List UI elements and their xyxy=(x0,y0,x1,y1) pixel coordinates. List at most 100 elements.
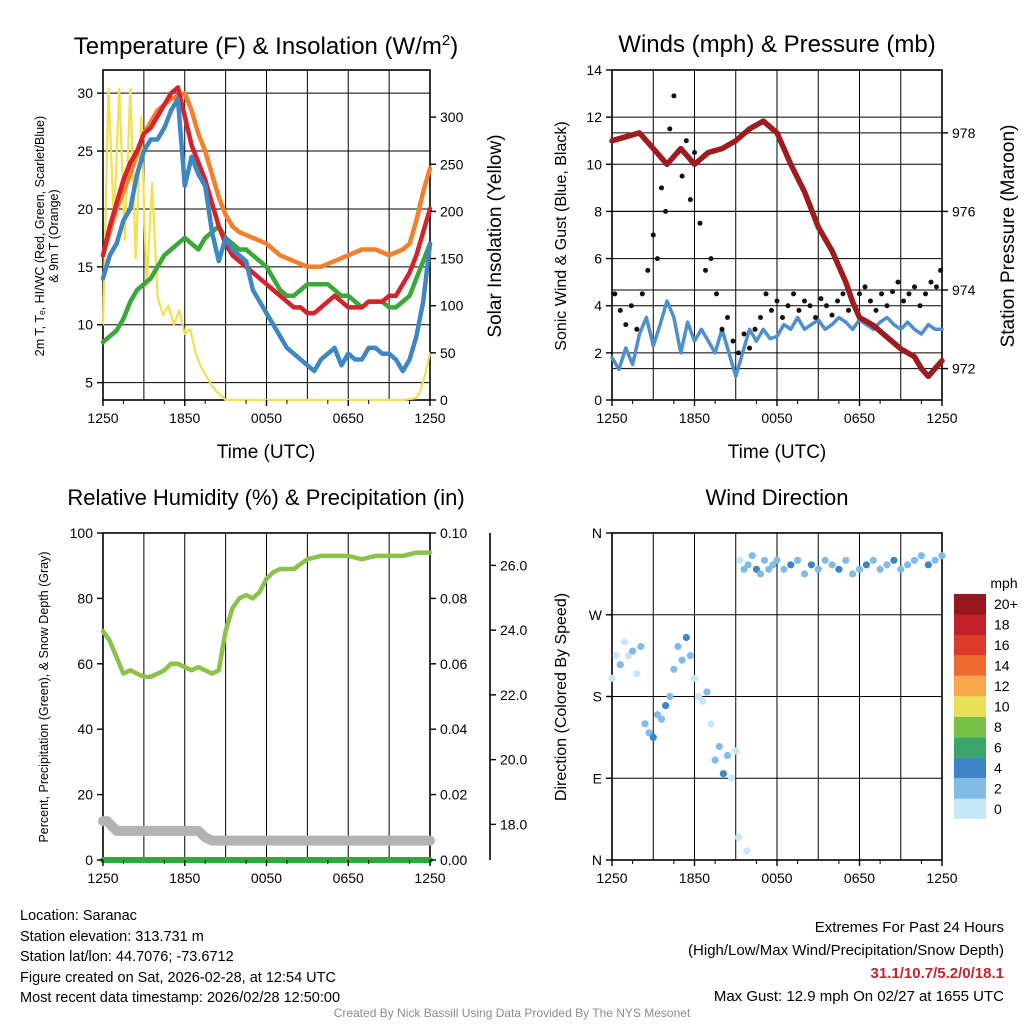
temp-panel-y2label: Solar Insolation (Yellow) xyxy=(485,134,506,337)
rh-panel-y3-tick-label: 24.0 xyxy=(500,622,527,638)
temp-panel-y-tick-label: 20 xyxy=(77,201,93,217)
wind-gust-point xyxy=(634,326,640,332)
direction-point xyxy=(904,561,912,569)
rh-panel-x-tick-label: 1850 xyxy=(169,870,200,886)
wind-gust-point xyxy=(862,284,868,290)
wind-gust-point xyxy=(818,296,824,302)
colorbar-label: 8 xyxy=(994,719,1002,735)
wind-gust-point xyxy=(623,322,629,328)
direction-point xyxy=(938,552,946,560)
wind-gust-point xyxy=(840,291,846,297)
temp-panel-y2-y-tick-label: 250 xyxy=(440,156,464,172)
direction-point xyxy=(835,565,843,573)
direction-point xyxy=(756,570,765,578)
direction-point xyxy=(773,556,781,564)
direction-point xyxy=(666,692,674,701)
wind-gust-point xyxy=(912,284,917,290)
colorbar-swatch xyxy=(954,696,986,717)
rh-panel-x-tick-label: 0650 xyxy=(333,870,364,886)
wind-gust-point xyxy=(654,256,660,262)
direction-point xyxy=(670,665,678,673)
direction-panel-y-tick-label: N xyxy=(592,852,602,868)
wind-gust-point xyxy=(663,208,669,214)
wind-gust-point xyxy=(807,303,813,309)
direction-panel-title: Wind Direction xyxy=(705,485,848,510)
temp-panel-x-tick-label: 1250 xyxy=(87,410,118,426)
colorbar-swatch xyxy=(954,655,986,676)
direction-point xyxy=(695,692,703,701)
direction-point xyxy=(752,565,761,573)
wind-gust-point xyxy=(791,291,796,297)
relative-humidity-series xyxy=(100,550,433,680)
station-pressure-series xyxy=(609,118,945,380)
direction-point xyxy=(719,770,728,778)
wind-gust-point xyxy=(884,303,890,309)
colorbar-swatch xyxy=(954,634,986,656)
wind-gust-point xyxy=(868,298,873,304)
direction-point xyxy=(897,565,905,573)
direction-point xyxy=(814,565,822,573)
colorbar-swatch xyxy=(954,757,986,779)
direction-panel-x-tick-label: 0650 xyxy=(844,870,875,886)
colorbar-title: mph xyxy=(990,575,1017,591)
wind-gust-point xyxy=(785,303,791,309)
wind-panel-x-tick-label: 1850 xyxy=(679,410,710,426)
temp-panel-y2-y-tick-label: 300 xyxy=(440,109,464,125)
direction-point xyxy=(869,556,877,564)
direction-point xyxy=(743,847,751,855)
wind-panel-y-tick-label: 10 xyxy=(586,156,602,172)
snow-depth-series xyxy=(98,816,435,846)
wind-gust-point xyxy=(780,315,785,320)
wind-panel-y-tick-label: 2 xyxy=(594,345,602,361)
rh-panel-y-tick-label: 40 xyxy=(77,721,93,737)
direction-point xyxy=(931,556,939,564)
direction-point xyxy=(707,720,715,728)
direction-panel-x-tick-label: 0050 xyxy=(761,870,792,886)
temp-panel-ylabel-1: 2m T, Tₑ, HI/WC (Red, Green, Scarlet/Blu… xyxy=(33,116,47,356)
direction-point xyxy=(862,561,871,569)
rh-panel-y2-y-tick-label: 0.00 xyxy=(440,852,467,868)
temp-panel-x-tick-label: 1250 xyxy=(414,410,445,426)
wind-panel-x-tick-label: 1250 xyxy=(596,410,627,426)
direction-point xyxy=(608,674,616,682)
colorbar-label: 10 xyxy=(994,699,1010,715)
wind-gust-point xyxy=(813,315,818,320)
temp-panel-title: Temperature (F) & Insolation (W/m2) xyxy=(74,32,458,60)
colorbar-swatch xyxy=(954,614,986,635)
wind-gust-point xyxy=(708,256,714,262)
direction-panel-y-tick-label: E xyxy=(593,770,602,786)
temp-panel-y-tick-label: 15 xyxy=(77,259,93,275)
rh-panel-y-tick-label: 0 xyxy=(85,852,93,868)
colorbar-label: 4 xyxy=(994,760,1002,776)
wind-panel-y2-y-tick-label: 974 xyxy=(952,282,976,298)
wind-gust-point xyxy=(758,315,763,320)
wind-gust-point xyxy=(725,315,730,320)
recent-data-text: Most recent data timestamp: 2026/02/28 1… xyxy=(20,990,341,1006)
temp-panel-y2-y-tick-label: 150 xyxy=(440,251,464,267)
temp-panel-y-tick-label: 5 xyxy=(85,375,93,391)
direction-point xyxy=(917,552,926,560)
wind-panel-y2-y-tick-label: 978 xyxy=(952,125,976,141)
temp-panel-x-tick-label: 1850 xyxy=(169,410,200,426)
direction-panel-ylabel: Direction (Colored By Speed) xyxy=(553,593,570,801)
direction-panel-x-tick-label: 1250 xyxy=(926,870,957,886)
direction-panel-y-tick-label: N xyxy=(592,525,602,541)
colorbar-swatch xyxy=(954,675,986,697)
wind-panel-y2-y-tick-label: 976 xyxy=(952,203,976,219)
wind-panel-y-tick-label: 14 xyxy=(586,62,602,78)
wind-panel-y-tick-label: 0 xyxy=(594,392,602,408)
wind-gust-point xyxy=(835,298,840,304)
wind-panel-x-tick-label: 1250 xyxy=(926,410,957,426)
wind-gust-point xyxy=(679,173,685,179)
wind-panel-y-tick-label: 12 xyxy=(586,109,602,125)
wind-gust-point xyxy=(928,279,934,285)
wind-gust-point xyxy=(714,291,719,297)
direction-point xyxy=(736,556,744,564)
direction-point xyxy=(662,702,670,710)
wind-gust-point xyxy=(846,307,851,313)
direction-point xyxy=(686,652,695,660)
direction-point xyxy=(821,556,829,564)
rh-panel-y2-y-tick-label: 0.04 xyxy=(440,721,467,737)
direction-point xyxy=(637,642,645,651)
